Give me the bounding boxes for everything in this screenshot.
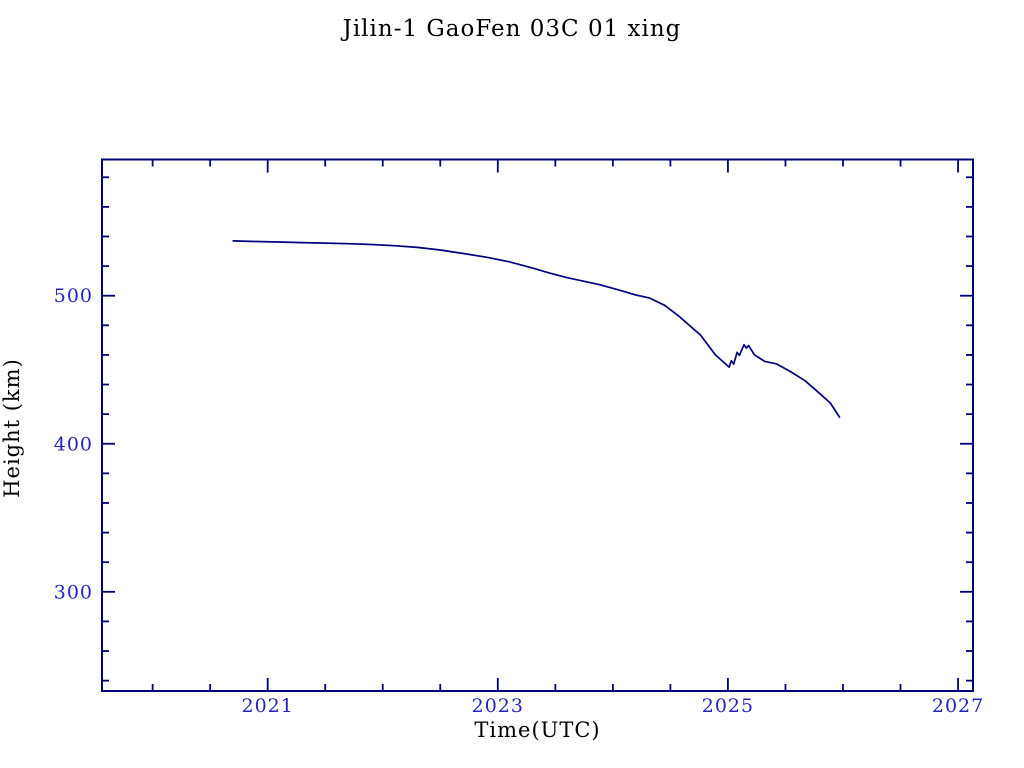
y-axis-title: Height (km) — [0, 358, 24, 498]
x-tick-label: 2023 — [472, 695, 524, 717]
y-tick-label: 500 — [54, 285, 93, 307]
y-tick-label: 300 — [54, 581, 93, 603]
x-axis-title: Time(UTC) — [474, 718, 601, 742]
x-tick-label: 2027 — [932, 695, 984, 717]
y-tick-label: 400 — [54, 433, 93, 455]
x-tick-label: 2021 — [242, 695, 294, 717]
chart-title: Jilin-1 GaoFen 03C 01 xing — [342, 16, 682, 42]
plot-border — [101, 158, 974, 692]
data-line — [232, 240, 841, 418]
x-tick-label: 2025 — [702, 695, 754, 717]
